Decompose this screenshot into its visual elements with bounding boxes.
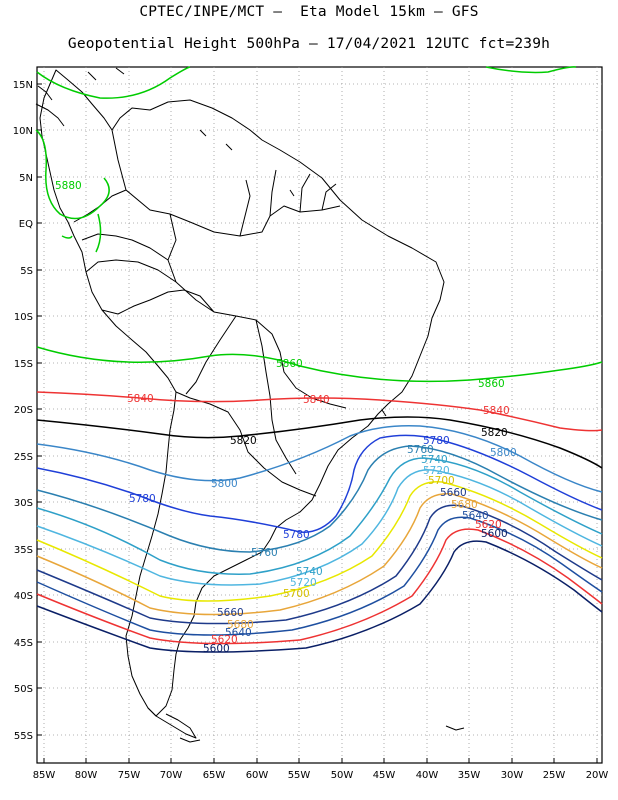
- contour-label: 5880: [55, 180, 82, 192]
- contour-5760-line: [36, 445, 603, 553]
- contour-label: 5780: [423, 435, 450, 447]
- contour-5640-line: [36, 516, 603, 636]
- contour-5720-line: [36, 469, 603, 586]
- title-field: Geopotential Height 500hPa – 17/04/2021 …: [67, 36, 551, 52]
- contour-label: 5780: [283, 529, 310, 541]
- contour-label: 5860: [478, 378, 505, 390]
- lat-label: 5S: [20, 266, 33, 277]
- lat-label: 25S: [14, 452, 33, 463]
- contour-label: 5840: [303, 394, 330, 406]
- plot-frame: [36, 66, 603, 764]
- lat-label: 50S: [14, 684, 33, 695]
- grid: [37, 67, 602, 763]
- contour-label: 5700: [283, 588, 310, 600]
- contour-5860-line: [36, 346, 603, 383]
- lon-label: 85W: [33, 770, 56, 781]
- contour-label: 5600: [481, 528, 508, 540]
- contours: [35, 66, 603, 653]
- lat-label: 10N: [13, 126, 33, 137]
- lon-label: 75W: [118, 770, 141, 781]
- contour-5840-line: [36, 391, 603, 432]
- contour-label: 5720: [423, 465, 450, 477]
- lon-label: 60W: [246, 770, 269, 781]
- contour-5680-line: [36, 493, 603, 616]
- coastlines: [35, 67, 465, 743]
- lon-label: 25W: [543, 770, 566, 781]
- lon-label: 55W: [288, 770, 311, 781]
- contour-label: 5820: [481, 427, 508, 439]
- contour-label: 5620: [475, 519, 502, 531]
- contour-5780-line: [36, 434, 603, 533]
- lat-label: 55S: [14, 731, 33, 742]
- contour-5820-line: [36, 416, 603, 469]
- contour-label: 5620: [211, 634, 238, 646]
- lon-label: 50W: [331, 770, 354, 781]
- contour-label: 5740: [421, 454, 448, 466]
- contour-5600-line: [36, 540, 603, 653]
- contour-5620-line: [36, 528, 603, 645]
- longitude-labels: 85W 80W 75W 70W 65W 60W 55W 50W 45W 40W …: [33, 770, 609, 781]
- contour-label: 5600: [203, 643, 230, 655]
- contour-label: 5640: [462, 510, 489, 522]
- contour-label: 5780: [129, 493, 156, 505]
- contour-label: 5820: [230, 435, 257, 447]
- contour-5800-line: [36, 424, 603, 493]
- lon-label: 20W: [586, 770, 609, 781]
- south-america-outline: [39, 69, 445, 717]
- contour-label: 5660: [440, 487, 467, 499]
- lat-label: 20S: [14, 405, 33, 416]
- lon-label: 65W: [203, 770, 226, 781]
- contour-5740-line: [36, 457, 603, 575]
- latitude-labels: 15N 10N 5N EQ 5S 10S 15S 20S 25S 30S 35S…: [13, 80, 33, 742]
- north-coast: [37, 67, 125, 101]
- contour-label: 5660: [217, 607, 244, 619]
- lon-label: 80W: [75, 770, 98, 781]
- lon-label: 70W: [160, 770, 183, 781]
- lon-label: 45W: [373, 770, 396, 781]
- contour-label: 5760: [251, 547, 278, 559]
- contour-label: 5800: [211, 478, 238, 490]
- islands: [35, 103, 465, 731]
- contour-5700-line: [36, 481, 603, 602]
- lat-label: 10S: [14, 312, 33, 323]
- contour-label: 5760: [407, 444, 434, 456]
- contour-label: 5680: [227, 619, 254, 631]
- contour-label: 5700: [428, 475, 455, 487]
- contour-label: 5840: [483, 405, 510, 417]
- contour-labels: 5880 5860 5860 5840 5840 5840 5820 5820 …: [55, 180, 517, 655]
- lat-label: 40S: [14, 591, 33, 602]
- contour-label: 5720: [290, 577, 317, 589]
- contour-5880-line: [35, 66, 577, 253]
- contour-5660-line: [36, 504, 603, 625]
- tierra-del-fuego: [147, 707, 201, 743]
- lat-label: EQ: [19, 219, 33, 230]
- contour-label: 5800: [490, 447, 517, 459]
- lon-label: 40W: [416, 770, 439, 781]
- contour-label: 5860: [276, 358, 303, 370]
- contour-label: 5680: [451, 499, 478, 511]
- contour-label: 5740: [296, 566, 323, 578]
- lon-label: 30W: [501, 770, 524, 781]
- contour-label: 5840: [127, 393, 154, 405]
- lat-label: 15S: [14, 359, 33, 370]
- contour-label: 5640: [225, 627, 252, 639]
- axis-ticks: [37, 83, 598, 763]
- lat-label: 35S: [14, 545, 33, 556]
- lat-label: 15N: [13, 80, 33, 91]
- lat-label: 45S: [14, 638, 33, 649]
- title-model: CPTEC/INPE/MCT – Eta Model 15km – GFS: [139, 4, 479, 20]
- lon-label: 35W: [458, 770, 481, 781]
- lat-label: 30S: [14, 498, 33, 509]
- lat-label: 5N: [19, 173, 33, 184]
